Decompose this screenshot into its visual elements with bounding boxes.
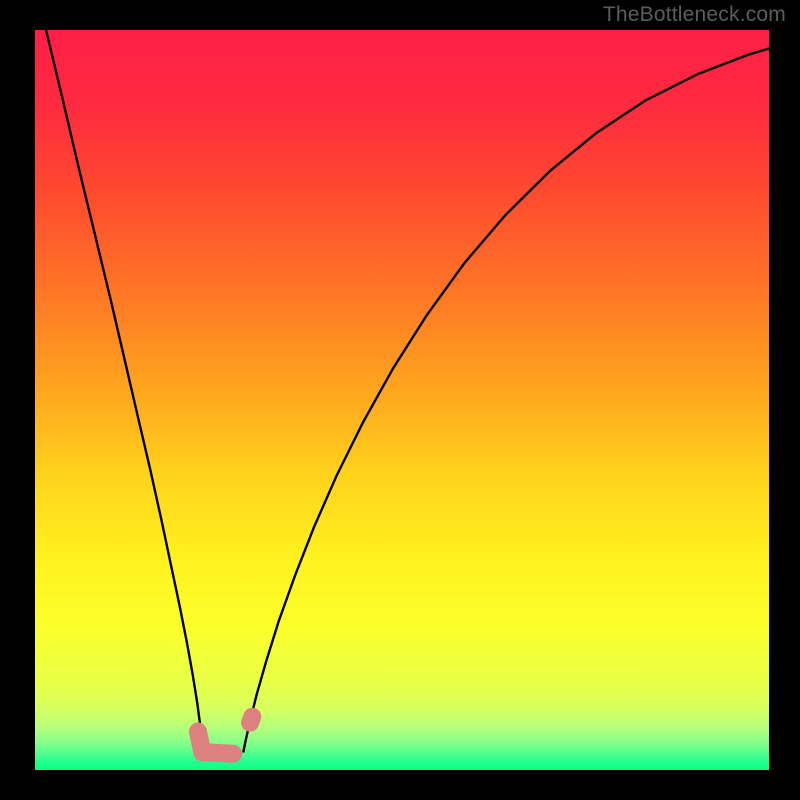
curve-left-branch <box>46 30 203 752</box>
chart-container: TheBottleneck.com <box>0 0 800 800</box>
curve-right-branch <box>243 49 769 752</box>
marker-segment-2 <box>250 717 252 723</box>
marker-segment-1 <box>202 752 233 753</box>
watermark-text: TheBottleneck.com <box>603 3 786 27</box>
curve-layer <box>35 30 769 770</box>
plot-area <box>35 30 769 770</box>
